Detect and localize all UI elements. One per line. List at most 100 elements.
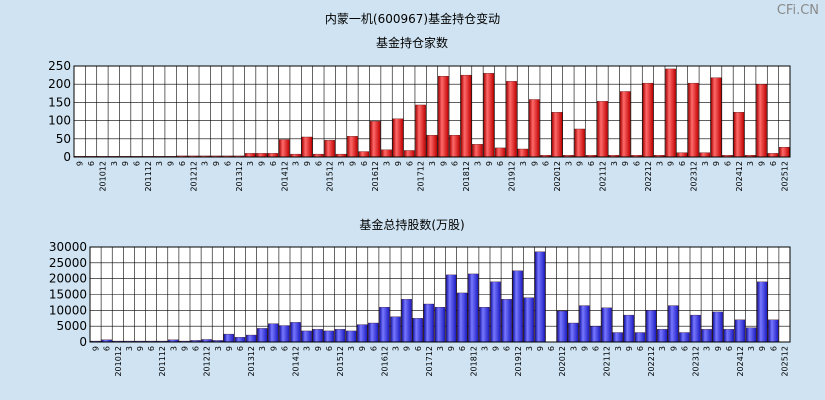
x-tick-label: 201812 (469, 346, 478, 377)
bar (699, 152, 711, 158)
x-tick-label: 9 (269, 346, 278, 351)
x-tick-label: 202512 (780, 346, 789, 377)
watermark: CFi.CN (776, 3, 819, 18)
bar (245, 334, 257, 343)
bar (642, 82, 654, 158)
x-tick-label: 6 (236, 346, 245, 351)
bar (557, 310, 568, 343)
x-tick-label: 201212 (203, 346, 212, 377)
bar (768, 319, 779, 343)
x-tick-label: 3 (125, 346, 134, 351)
x-tick-label: 6 (678, 161, 687, 166)
bar (345, 330, 357, 343)
bar (668, 305, 679, 343)
plot-frame (89, 246, 791, 343)
x-tick-label: 9 (92, 346, 101, 351)
x-tick-label: 202112 (598, 161, 607, 192)
y-tick-label: 25000 (49, 256, 87, 270)
bar (676, 152, 688, 158)
x-tick-label: 3 (337, 161, 346, 166)
bar (517, 148, 529, 158)
bar (256, 153, 267, 158)
x-tick-label: 9 (358, 346, 367, 351)
y-tick-label: 150 (48, 95, 71, 109)
x-tick-label: 6 (587, 161, 596, 166)
bar (312, 329, 323, 343)
bar (290, 322, 301, 343)
x-tick-label: 202412 (736, 346, 745, 377)
x-tick-label: 3 (525, 346, 534, 351)
x-tick-label: 6 (547, 346, 556, 351)
x-tick-label: 6 (680, 346, 689, 351)
x-tick-label: 6 (133, 161, 142, 166)
x-tick-label: 9 (314, 346, 323, 351)
x-tick-label: 202512 (780, 161, 789, 192)
bar (244, 153, 256, 158)
x-tick-label: 6 (725, 346, 734, 351)
x-tick-label: 3 (703, 346, 712, 351)
bar (390, 316, 401, 343)
bar (501, 299, 512, 343)
bar (528, 99, 540, 158)
x-tick-label: 6 (223, 161, 232, 166)
bar (267, 153, 279, 158)
bar (392, 118, 404, 158)
x-tick-label: 9 (348, 161, 357, 166)
x-tick-label: 201912 (514, 346, 523, 377)
bar (506, 81, 517, 158)
x-tick-label: 3 (303, 346, 312, 351)
bar (457, 292, 468, 343)
x-tick-label: 3 (258, 346, 267, 351)
bar (778, 147, 790, 158)
bar (619, 91, 631, 158)
x-tick-label: 202312 (692, 346, 701, 377)
x-tick-label: 6 (369, 346, 378, 351)
bar (701, 329, 712, 343)
bar (268, 323, 279, 343)
x-tick-label: 9 (580, 346, 589, 351)
x-tick-label: 201412 (280, 161, 289, 192)
x-tick-label: 3 (519, 161, 528, 166)
bar (257, 328, 268, 343)
bar (494, 147, 506, 158)
bar (612, 332, 623, 343)
bar (357, 324, 368, 343)
bar (757, 281, 768, 343)
x-tick-label: 201812 (462, 161, 471, 192)
x-tick-label: 9 (212, 161, 221, 166)
bar (745, 327, 757, 343)
y-tick-label: 250 (48, 59, 71, 73)
bar (512, 270, 523, 343)
x-tick-label: 202012 (558, 346, 567, 377)
x-tick-label: 202212 (644, 161, 653, 192)
x-tick-label: 3 (658, 346, 667, 351)
x-tick-label: 9 (180, 346, 189, 351)
bar (445, 274, 457, 343)
bar (468, 273, 479, 343)
x-tick-label: 202312 (689, 161, 698, 192)
x-tick-label: 9 (121, 161, 130, 166)
bar (347, 136, 358, 158)
bar (634, 332, 646, 343)
chart2-title: 基金总持股数(万股) (359, 217, 464, 232)
x-tick-label: 3 (383, 161, 392, 166)
x-tick-label: 201712 (417, 161, 426, 192)
x-tick-label: 9 (136, 346, 145, 351)
x-tick-label: 9 (667, 161, 676, 166)
x-tick-label: 9 (76, 161, 85, 166)
x-tick-label: 6 (451, 161, 460, 166)
x-tick-label: 9 (492, 346, 501, 351)
y-tick-label: 20000 (49, 272, 87, 286)
bar (688, 82, 699, 158)
bar (579, 305, 590, 343)
bar (358, 151, 370, 158)
bar (601, 307, 612, 343)
x-tick-label: 202112 (603, 346, 612, 377)
x-tick-label: 3 (428, 161, 437, 166)
y-tick-label: 5000 (56, 319, 87, 333)
y-tick-label: 0 (79, 335, 87, 349)
x-tick-label: 3 (292, 161, 301, 166)
x-tick-label: 6 (458, 346, 467, 351)
